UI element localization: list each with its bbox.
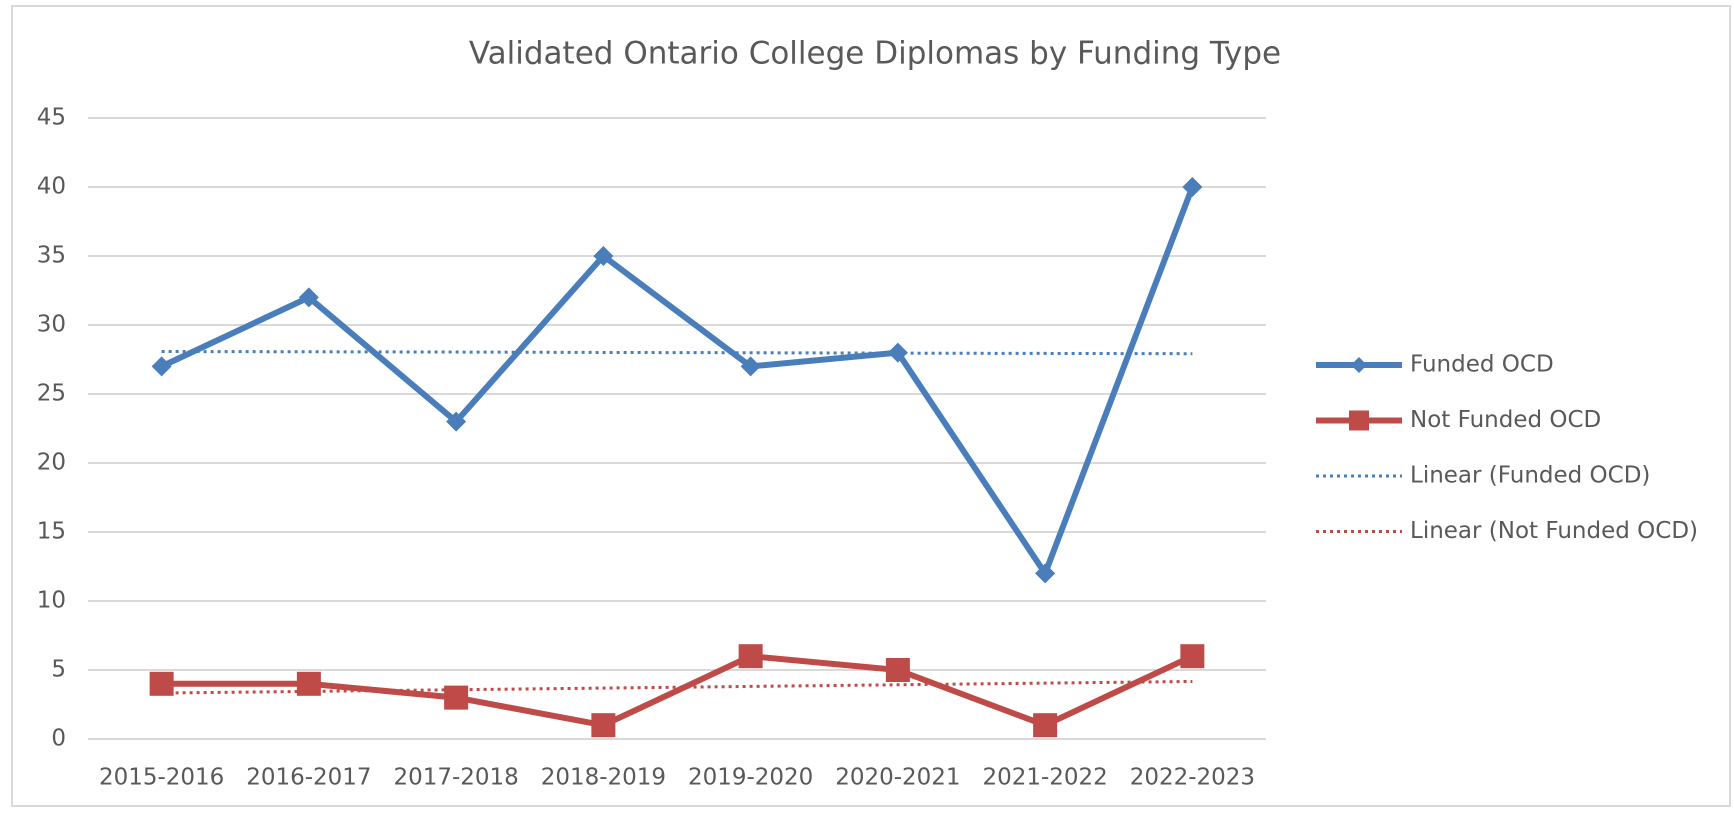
y-tick-label: 35 (37, 243, 66, 269)
marker (1035, 563, 1056, 584)
y-tick-label: 0 (51, 726, 66, 752)
x-tick-label: 2019-2020 (688, 765, 813, 791)
marker (296, 671, 321, 696)
x-tick-label: 2017-2018 (393, 765, 518, 791)
marker (740, 356, 761, 377)
y-tick-label: 30 (37, 312, 66, 338)
chart-title: Validated Ontario College Diplomas by Fu… (469, 36, 1281, 72)
x-tick-label: 2020-2021 (835, 765, 960, 791)
y-tick-label: 15 (37, 519, 66, 545)
x-tick-label: 2022-2023 (1130, 765, 1255, 791)
series-line (160, 185, 1196, 577)
y-tick-label: 20 (37, 450, 66, 476)
marker (591, 713, 616, 738)
y-tick-label: 10 (37, 588, 66, 614)
marker (444, 685, 469, 710)
marker (151, 356, 172, 377)
marker (1180, 644, 1205, 669)
legend-label: Linear (Funded OCD) (1410, 463, 1650, 489)
x-tick-label: 2015-2016 (99, 765, 224, 791)
legend-label: Not Funded OCD (1410, 407, 1601, 433)
legend-label: Linear (Not Funded OCD) (1410, 518, 1698, 544)
x-tick-label: 2016-2017 (246, 765, 371, 791)
y-tick-label: 25 (37, 381, 66, 407)
marker (885, 658, 910, 682)
y-tick-label: 45 (37, 105, 66, 131)
x-tick-label: 2018-2019 (541, 765, 666, 791)
marker (298, 287, 319, 308)
legend-label: Funded OCD (1410, 352, 1554, 378)
y-tick-label: 5 (51, 657, 66, 683)
marker (887, 342, 908, 363)
legend-marker (1351, 357, 1367, 373)
marker (1033, 713, 1058, 738)
marker (593, 246, 614, 266)
legend-marker (1349, 410, 1369, 431)
marker (1182, 177, 1203, 197)
x-tick-label: 2021-2022 (982, 765, 1107, 791)
marker (149, 671, 174, 696)
series-line (161, 653, 1194, 729)
marker (738, 644, 763, 669)
y-tick-label: 40 (37, 174, 66, 200)
marker (446, 411, 467, 432)
